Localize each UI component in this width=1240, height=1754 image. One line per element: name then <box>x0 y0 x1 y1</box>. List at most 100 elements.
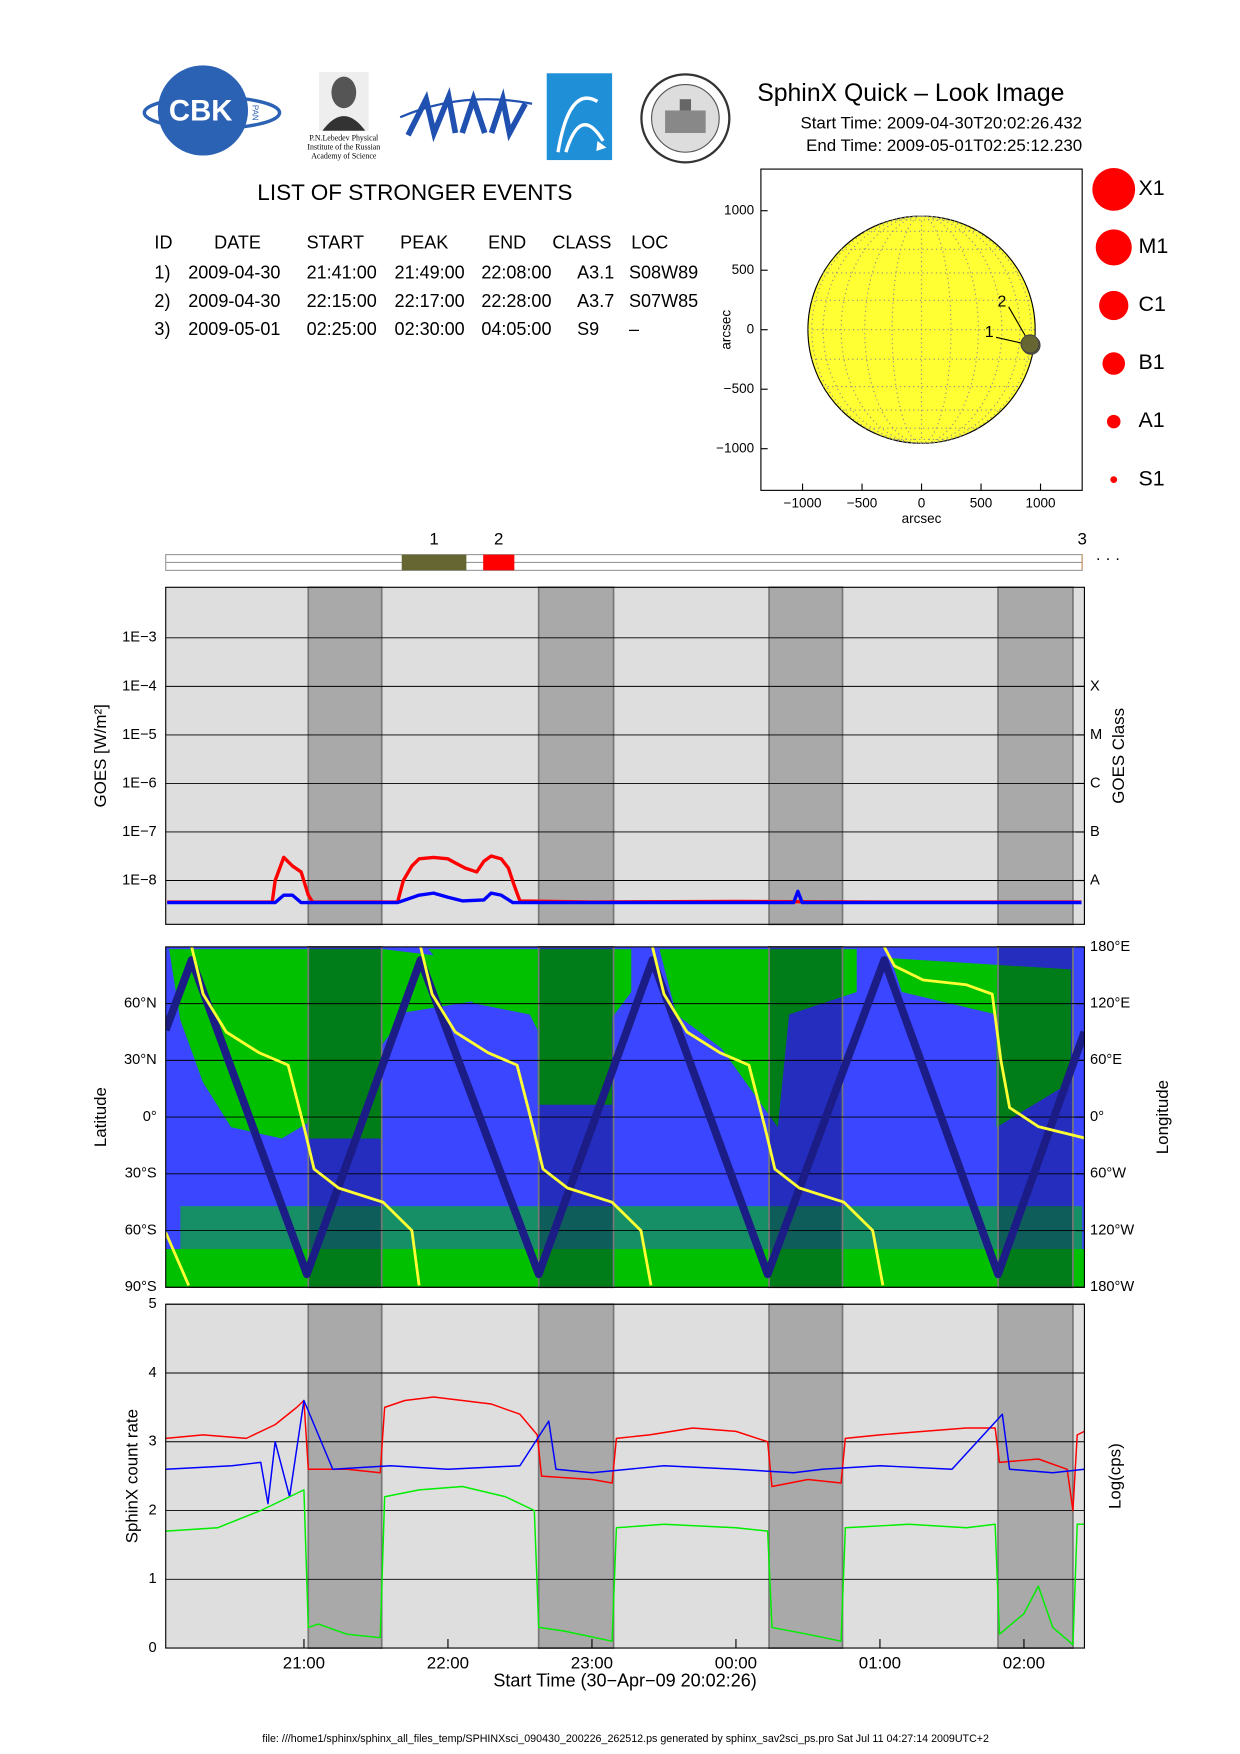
title: SphinX Quick – Look Image <box>757 80 1064 107</box>
y2-tick-label: X <box>1090 678 1100 694</box>
event-cell: 21:41:00 <box>307 263 377 283</box>
event-cell: 2) <box>154 291 170 311</box>
more-indicator: · · · <box>1096 550 1121 567</box>
column-header: ID <box>154 232 172 252</box>
size-legend-marker <box>1110 476 1118 484</box>
event-cell: 02:25:00 <box>307 319 377 339</box>
y-axis-label: Latitude <box>91 1087 110 1147</box>
y2-axis-label: GOES Class <box>1109 708 1128 804</box>
eclipse-band <box>307 586 383 926</box>
disk-meridian <box>891 215 952 444</box>
y-axis-label: GOES [W/m²] <box>91 704 110 807</box>
y-tick-label: −500 <box>724 381 754 396</box>
x-axis-label: Start Time (30−Apr−09 20:02:26) <box>493 1671 756 1691</box>
university-seal <box>640 73 731 164</box>
x-tick-label: −1000 <box>784 495 822 510</box>
end-time: End Time: 2009-05-01T02:25:12.230 <box>806 136 1082 155</box>
y2-tick-label: 120°E <box>1090 996 1130 1012</box>
event-cell: 02:30:00 <box>395 319 465 339</box>
event-cell: 1) <box>154 263 170 283</box>
y-tick-label: 3 <box>149 1434 157 1450</box>
event-cell: S9 <box>577 319 599 339</box>
plot-background <box>165 1304 1085 1649</box>
event-cell: 2009-05-01 <box>188 319 280 339</box>
y-tick-label: 1E−8 <box>122 872 157 888</box>
y2-tick-label: 60°E <box>1090 1052 1122 1068</box>
event-cell: 22:08:00 <box>481 263 551 283</box>
column-header: DATE <box>214 232 261 252</box>
y2-tick-label: 180°W <box>1090 1279 1134 1295</box>
y2-tick-label: C <box>1090 775 1101 791</box>
y-tick-label: 1E−5 <box>122 727 157 743</box>
plot-frame <box>165 1303 1085 1649</box>
cbk-text: CBK <box>169 94 232 127</box>
y-tick-label: 5 <box>149 1296 157 1312</box>
eclipse-band <box>997 1303 1074 1649</box>
x-tick-label: 02:00 <box>1003 1653 1045 1672</box>
y-tick-label: 1E−4 <box>122 678 157 694</box>
y-tick-label: 4 <box>149 1365 157 1381</box>
event-cell: A3.7 <box>577 291 614 311</box>
event-cell: 3) <box>154 319 170 339</box>
event-cell: 22:28:00 <box>481 291 551 311</box>
event-cell: 22:15:00 <box>307 291 377 311</box>
y2-tick-label: 60°W <box>1090 1166 1126 1182</box>
y-tick-label: 60°N <box>124 996 157 1012</box>
size-legend-label: A1 <box>1139 408 1165 432</box>
y-tick-label: 2 <box>149 1502 157 1518</box>
y-tick-label: 500 <box>732 262 755 277</box>
data-line <box>165 1485 1085 1646</box>
y-tick-label: 0 <box>149 1640 157 1656</box>
event-label: 2 <box>997 293 1006 310</box>
size-legend-label: X1 <box>1139 176 1165 200</box>
y-tick-label: 30°N <box>124 1052 157 1068</box>
iki-logo <box>546 73 613 161</box>
eclipse-band <box>537 586 615 926</box>
event-cell: 2009-04-30 <box>188 263 280 283</box>
y-axis-label: SphinX count rate <box>122 1409 141 1543</box>
lebedev-logo: P.N.Lebedev Physical Institute of the Ru… <box>307 72 380 161</box>
event-bar-label: 1 <box>429 529 438 548</box>
event-cell: 2009-04-30 <box>188 291 280 311</box>
y-tick-label: 60°S <box>125 1222 157 1238</box>
data-line <box>165 956 1085 1279</box>
size-legend-label: S1 <box>1139 466 1165 490</box>
x-tick-label: 23:00 <box>571 1653 613 1672</box>
x-tick-label: 00:00 <box>715 1653 757 1672</box>
y-tick-label: −1000 <box>716 440 754 455</box>
data-line <box>165 946 1085 1286</box>
size-legend-label: M1 <box>1139 234 1169 258</box>
size-legend-marker <box>1102 352 1126 375</box>
plot-frame <box>165 946 1085 1288</box>
disk-meridian <box>822 215 1021 444</box>
y-tick-label: 1E−3 <box>122 630 157 646</box>
event-cell: S08W89 <box>629 263 698 283</box>
event-cell: S07W85 <box>629 291 698 311</box>
x-tick-label: 1000 <box>1025 495 1055 510</box>
event-bar-label: 3 <box>1077 529 1086 548</box>
data-line <box>167 854 1082 904</box>
event-cell: – <box>629 319 640 339</box>
y2-axis-label: Log(cps) <box>1105 1443 1124 1509</box>
event-bar <box>483 554 515 571</box>
column-header: PEAK <box>400 232 448 252</box>
plot-frame <box>165 586 1085 925</box>
x-tick-label: 21:00 <box>283 1653 325 1672</box>
event-bar-label: 2 <box>494 529 503 548</box>
y2-tick-label: 180°E <box>1090 939 1130 955</box>
disk-meridian <box>811 215 1032 444</box>
y-tick-label: 1E−7 <box>122 824 157 840</box>
eclipse-band <box>768 586 844 926</box>
data-line <box>167 889 1082 905</box>
size-legend-label: B1 <box>1139 350 1165 374</box>
x-tick-label: 0 <box>918 495 926 510</box>
event-cell: 04:05:00 <box>481 319 551 339</box>
column-header: LOC <box>631 232 668 252</box>
y2-tick-label: M <box>1090 727 1102 743</box>
y-tick-label: 1000 <box>724 202 754 217</box>
eclipse-band <box>997 586 1074 926</box>
pan-text: PAN <box>251 105 260 121</box>
y2-axis-label: Longitude <box>1153 1080 1172 1154</box>
disk-meridian <box>864 215 979 444</box>
